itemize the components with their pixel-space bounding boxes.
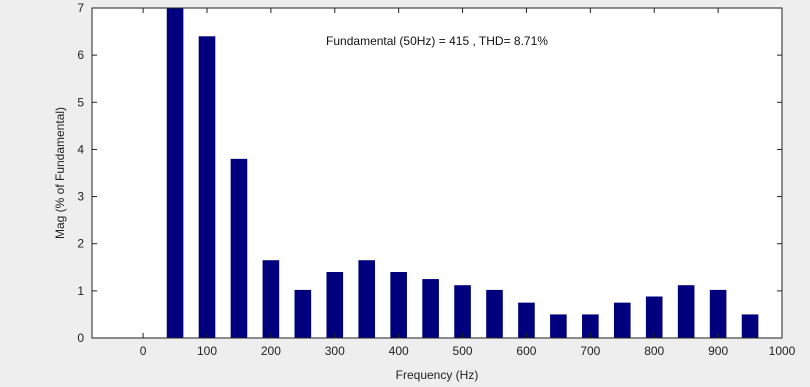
bar-650hz — [550, 314, 567, 338]
x-axis-label: Frequency (Hz) — [396, 368, 479, 382]
x-tick-label: 300 — [325, 344, 345, 358]
bar-850hz — [677, 285, 695, 338]
bar-900hz — [709, 289, 727, 338]
x-tick-label: 500 — [453, 344, 473, 358]
y-axis-label: Mag (% of Fundamental) — [53, 107, 67, 239]
bar-150hz — [230, 158, 248, 338]
x-tick-label: 0 — [140, 344, 147, 358]
bar-100hz — [198, 36, 216, 338]
y-tick-label: 5 — [77, 95, 84, 109]
x-tick-label: 800 — [644, 344, 664, 358]
bar-450hz — [422, 279, 439, 338]
bar-950hz — [741, 314, 759, 338]
x-tick-label: 100 — [197, 344, 217, 358]
x-tick-label: 400 — [389, 344, 409, 358]
x-tick-label: 1000 — [769, 344, 796, 358]
x-tick-label: 900 — [708, 344, 728, 358]
bar-700hz — [582, 314, 599, 338]
bar-550hz — [486, 289, 503, 338]
y-axis-ticks: 0 1 2 3 4 5 6 7 — [77, 1, 782, 345]
x-tick-label: 600 — [516, 344, 536, 358]
bar-50hz — [166, 8, 184, 338]
y-tick-label: 4 — [77, 142, 84, 156]
y-tick-label: 7 — [77, 1, 84, 15]
bar-350hz — [358, 260, 376, 338]
bar-750hz — [613, 302, 631, 338]
chart-title: Fundamental (50Hz) = 415 , THD= 8.71% — [326, 34, 548, 48]
y-tick-label: 0 — [77, 331, 84, 345]
bar-300hz — [326, 272, 344, 338]
bar-series — [166, 8, 759, 338]
bar-200hz — [262, 260, 280, 338]
y-tick-label: 2 — [77, 237, 84, 251]
plot-frame — [91, 7, 783, 339]
y-tick-label: 6 — [77, 48, 84, 62]
bar-500hz — [454, 285, 471, 338]
x-axis-ticks: 0 100 200 300 400 500 600 700 800 900 1000 — [140, 8, 796, 358]
x-tick-label: 700 — [580, 344, 600, 358]
bar-250hz — [294, 289, 312, 338]
y-tick-label: 3 — [77, 190, 84, 204]
x-tick-label: 200 — [261, 344, 281, 358]
bar-600hz — [518, 302, 535, 338]
bar-400hz — [390, 272, 407, 338]
bar-800hz — [645, 296, 663, 338]
y-tick-label: 1 — [77, 284, 84, 298]
